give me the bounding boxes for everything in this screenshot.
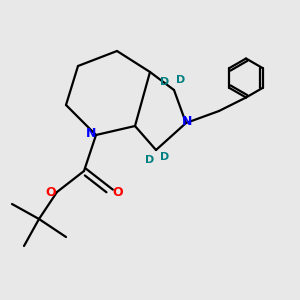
- Text: D: D: [160, 76, 169, 87]
- Text: O: O: [112, 185, 123, 199]
- Text: D: D: [160, 152, 169, 163]
- Text: D: D: [145, 154, 154, 165]
- Text: O: O: [45, 185, 56, 199]
- Text: N: N: [182, 115, 193, 128]
- Text: D: D: [176, 75, 185, 85]
- Text: N: N: [85, 127, 96, 140]
